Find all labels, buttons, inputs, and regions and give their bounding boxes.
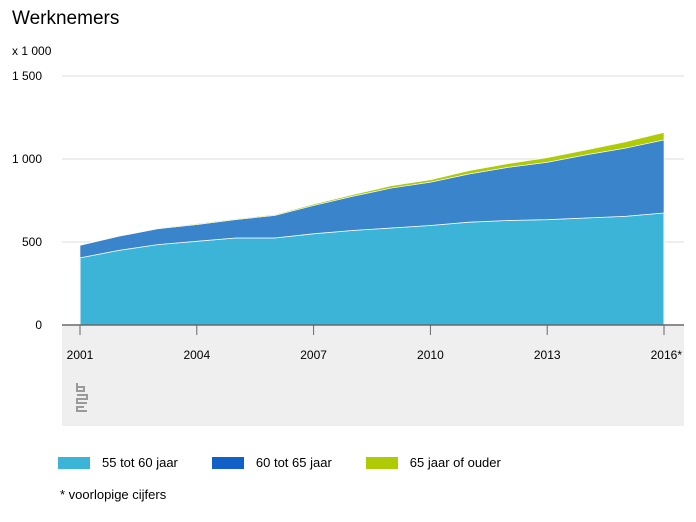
legend-swatch-65-plus [365,456,398,469]
x-tick-label: 2013 [534,348,561,362]
legend-item-60-65: 60 tot 65 jaar [211,455,332,470]
legend-swatch-60-65 [211,456,244,469]
legend-label-55-60: 55 tot 60 jaar [102,455,178,470]
cbs-logo [76,383,88,412]
area-series-3 [79,132,665,246]
x-axis-band [62,326,684,426]
x-tick-label: 2007 [300,348,327,362]
footnote: * voorlopige cijfers [60,487,167,502]
x-tick-label: 2016* [651,348,683,362]
legend-label-60-65: 60 tot 65 jaar [255,455,332,470]
y-tick-label: 500 [22,235,42,249]
legend: 55 tot 60 jaar 60 tot 65 jaar 65 jaar of… [58,455,535,470]
x-tick-label: 2010 [417,348,444,362]
legend-swatch-55-60 [58,456,90,469]
x-tick-label: 2004 [183,348,210,362]
x-tick-label: 2001 [67,348,94,362]
y-tick-label: 1 000 [12,152,42,166]
area-series [79,132,665,326]
y-axis-labels: 0 500 1 000 1 500 [12,69,42,332]
legend-label-65-plus: 65 jaar of ouder [409,455,501,470]
chart-title: Werknemers [12,8,120,29]
x-axis-ticks: 2001 2004 2007 2010 2013 2016* [67,325,683,362]
y-tick-label: 1 500 [12,69,42,83]
y-axis-unit-label: x 1 000 [12,44,52,58]
chart: 0 500 1 000 1 500 2001 2004 2007 2010 2013 2016* [12,69,684,426]
y-tick-label: 0 [35,318,42,332]
legend-item-55-60: 55 tot 60 jaar [58,455,178,470]
legend-item-65-plus: 65 jaar of ouder [365,455,501,470]
